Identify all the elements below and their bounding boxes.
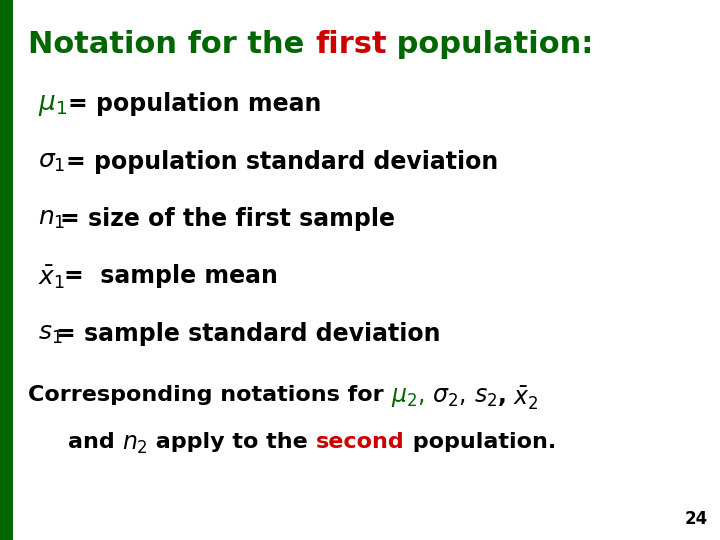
Text: apply to the: apply to the [148, 432, 316, 452]
Text: = sample standard deviation: = sample standard deviation [56, 322, 441, 346]
Text: $\mathit{\mu}_2$,: $\mathit{\mu}_2$, [392, 385, 425, 409]
Text: Notation for the: Notation for the [28, 30, 315, 59]
Text: $\mathit{\mu}_1$: $\mathit{\mu}_1$ [38, 92, 67, 118]
Text: $\bar{\mathit{x}}_2$: $\bar{\mathit{x}}_2$ [506, 385, 539, 412]
Text: population:: population: [387, 30, 594, 59]
Text: and: and [68, 432, 122, 452]
Text: =  sample mean: = sample mean [64, 264, 278, 288]
Text: $\mathit{n}_2$: $\mathit{n}_2$ [122, 432, 148, 456]
Text: $\bar{\mathit{x}}_1$: $\bar{\mathit{x}}_1$ [38, 264, 66, 291]
Text: $\mathit{s}_2$,: $\mathit{s}_2$, [466, 385, 506, 409]
Text: = population standard deviation: = population standard deviation [66, 150, 498, 174]
Text: second: second [316, 432, 405, 452]
Text: = size of the first sample: = size of the first sample [60, 207, 395, 231]
Text: 24: 24 [685, 510, 708, 528]
Text: $\mathit{n}_1$: $\mathit{n}_1$ [38, 207, 66, 231]
Text: $\mathit{s}_1$: $\mathit{s}_1$ [38, 322, 63, 346]
Text: = population mean: = population mean [68, 92, 321, 116]
Text: $\sigma_2$,: $\sigma_2$, [425, 385, 466, 409]
Bar [0, 0, 13, 540]
Text: first: first [315, 30, 387, 59]
Text: Corresponding notations for: Corresponding notations for [28, 385, 392, 405]
Text: population.: population. [405, 432, 556, 452]
Text: $\sigma_1$: $\sigma_1$ [38, 150, 66, 174]
